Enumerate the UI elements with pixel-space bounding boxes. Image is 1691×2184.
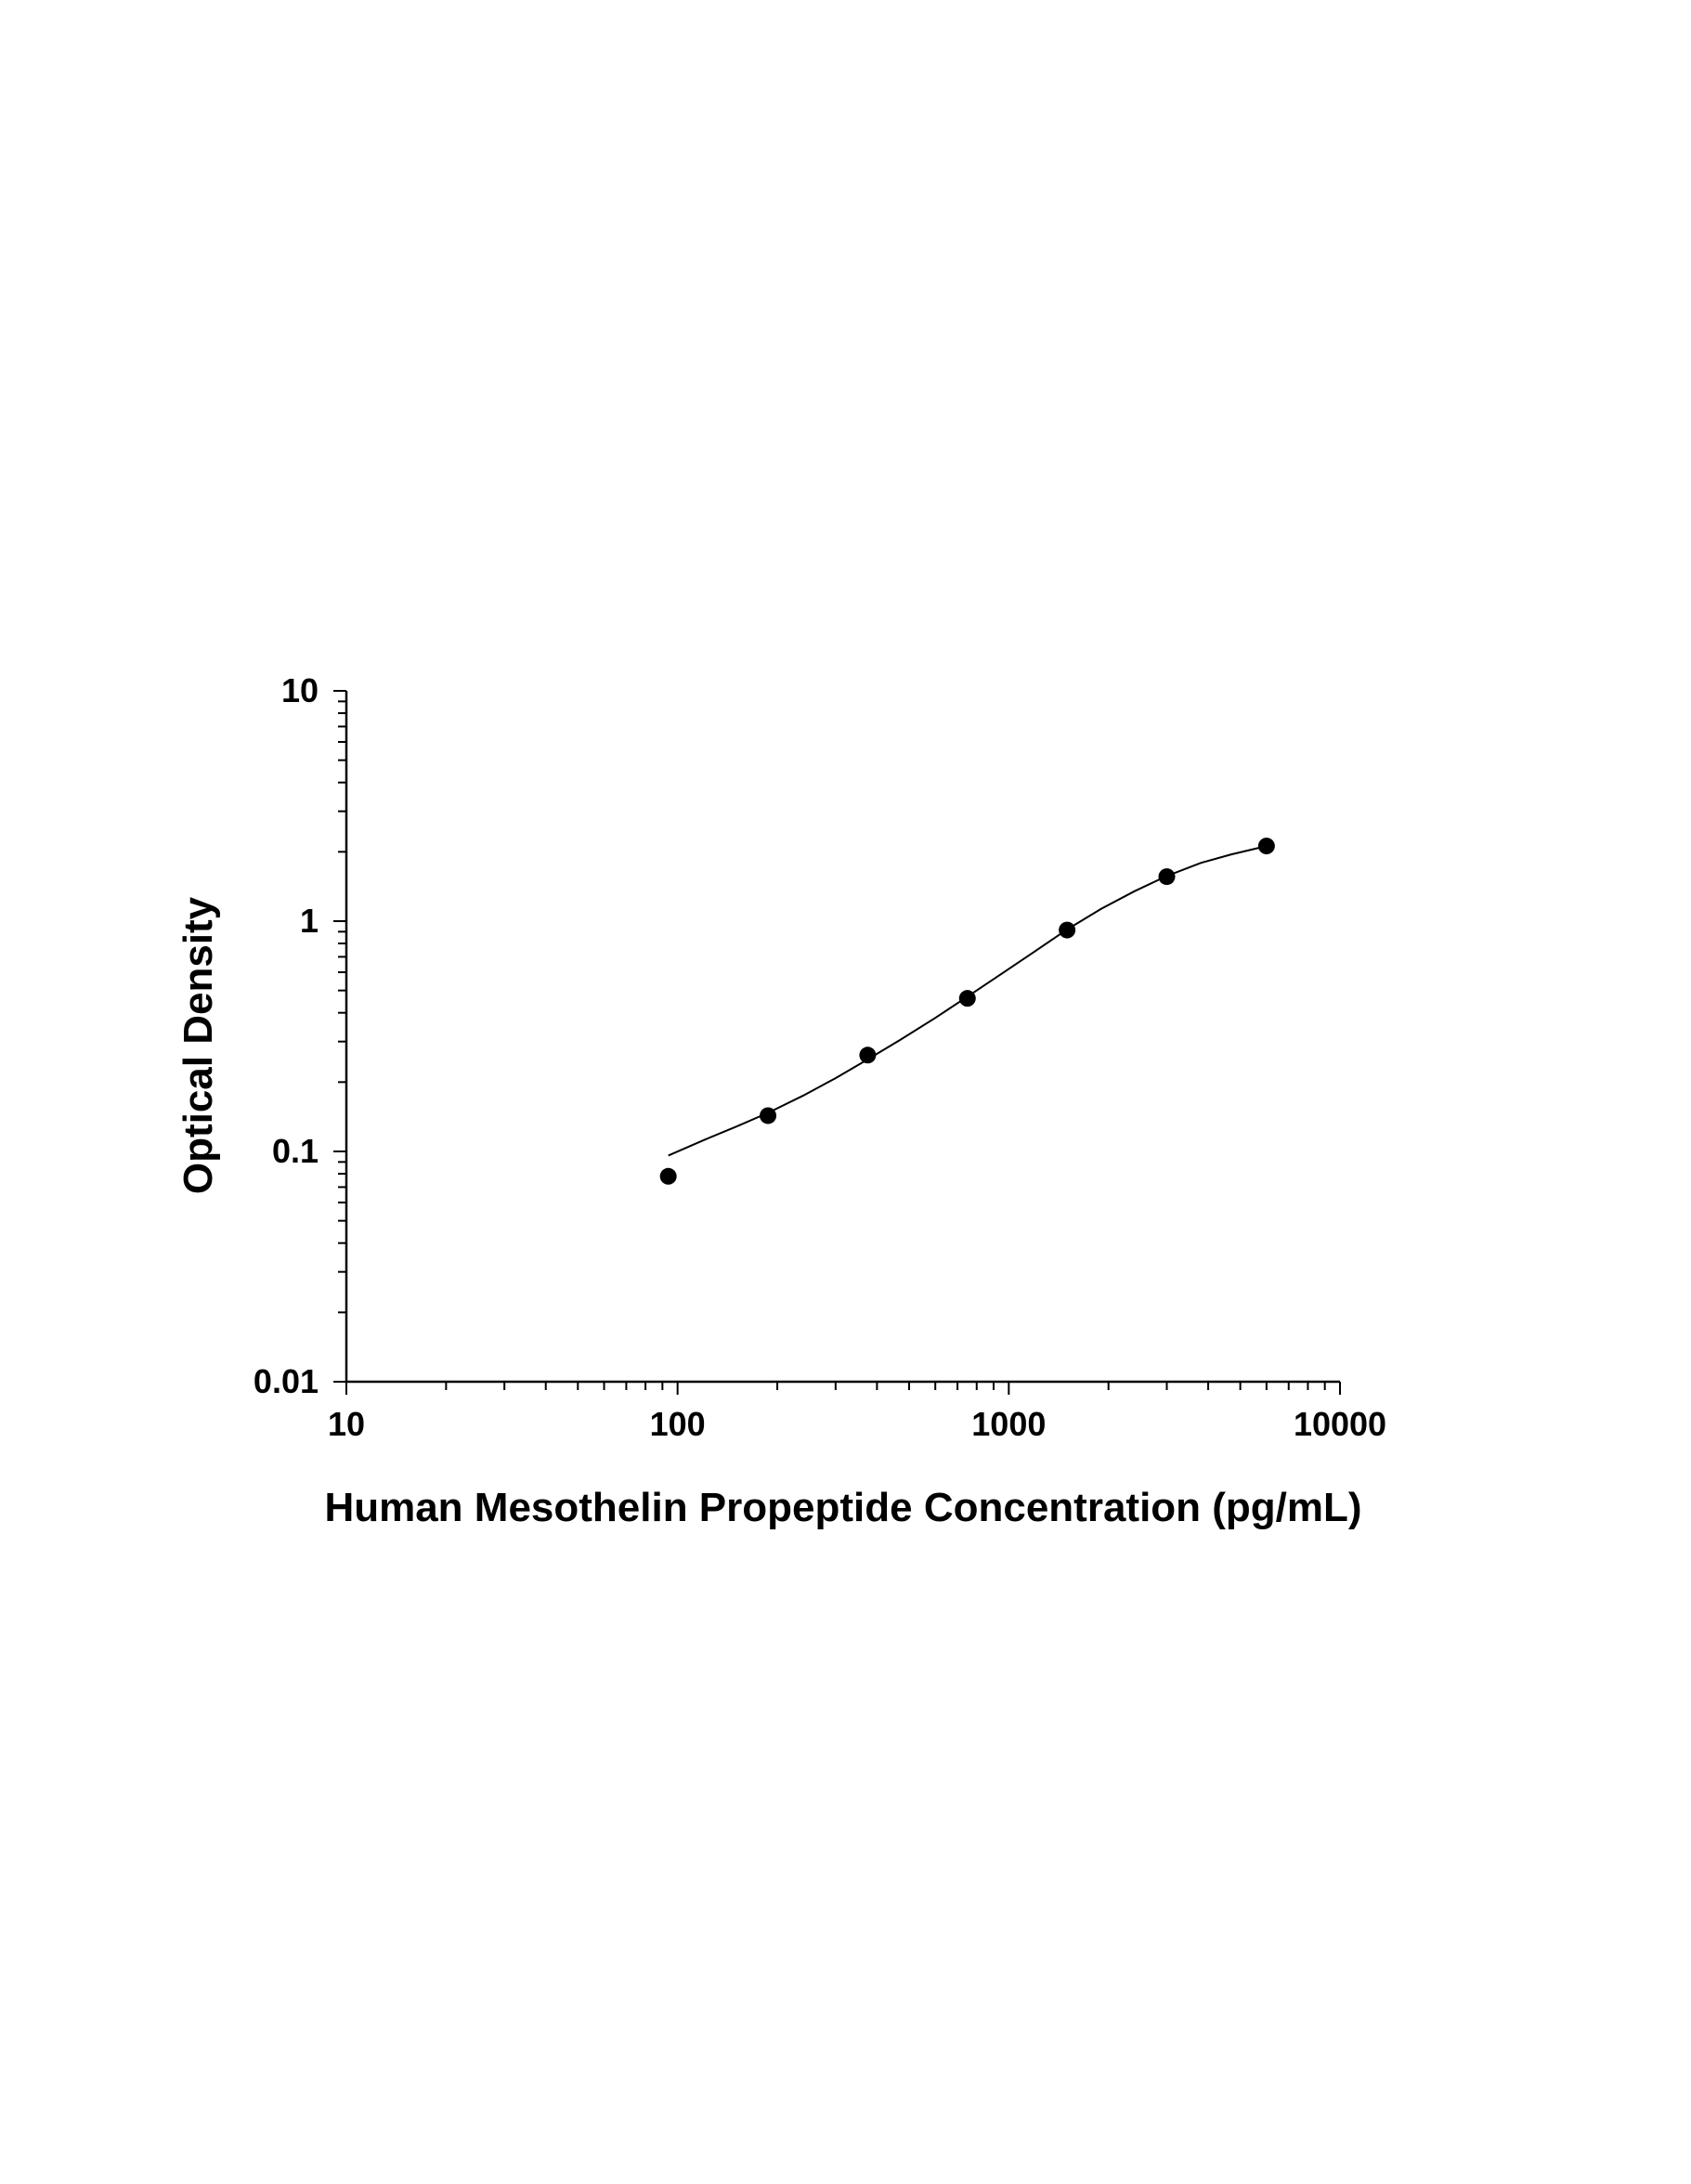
y-axis-ticks: 10 1 0.1 0.01 — [254, 671, 346, 1400]
y-tick-label: 1 — [300, 902, 319, 940]
axes — [345, 691, 1340, 1384]
data-point — [659, 1167, 677, 1185]
x-axis-ticks: 10 100 1000 10000 — [328, 1382, 1386, 1443]
y-tick-label: 10 — [281, 671, 319, 709]
data-point — [1257, 838, 1275, 855]
y-tick-label: 0.1 — [272, 1132, 319, 1170]
data-point — [958, 990, 976, 1008]
x-tick-label: 100 — [650, 1405, 706, 1443]
data-point — [760, 1107, 777, 1124]
x-tick-label: 10 — [328, 1405, 365, 1443]
data-point — [1059, 921, 1076, 939]
y-tick-label: 0.01 — [254, 1362, 319, 1400]
x-axis-title: Human Mesothelin Propeptide Concentratio… — [324, 1485, 1361, 1530]
data-point — [1158, 868, 1176, 886]
data-point — [859, 1046, 877, 1064]
data-points-layer — [659, 838, 1275, 1185]
y-axis-title: Optical Density — [176, 896, 221, 1194]
x-tick-label: 10000 — [1294, 1405, 1386, 1443]
x-tick-label: 1000 — [971, 1405, 1046, 1443]
